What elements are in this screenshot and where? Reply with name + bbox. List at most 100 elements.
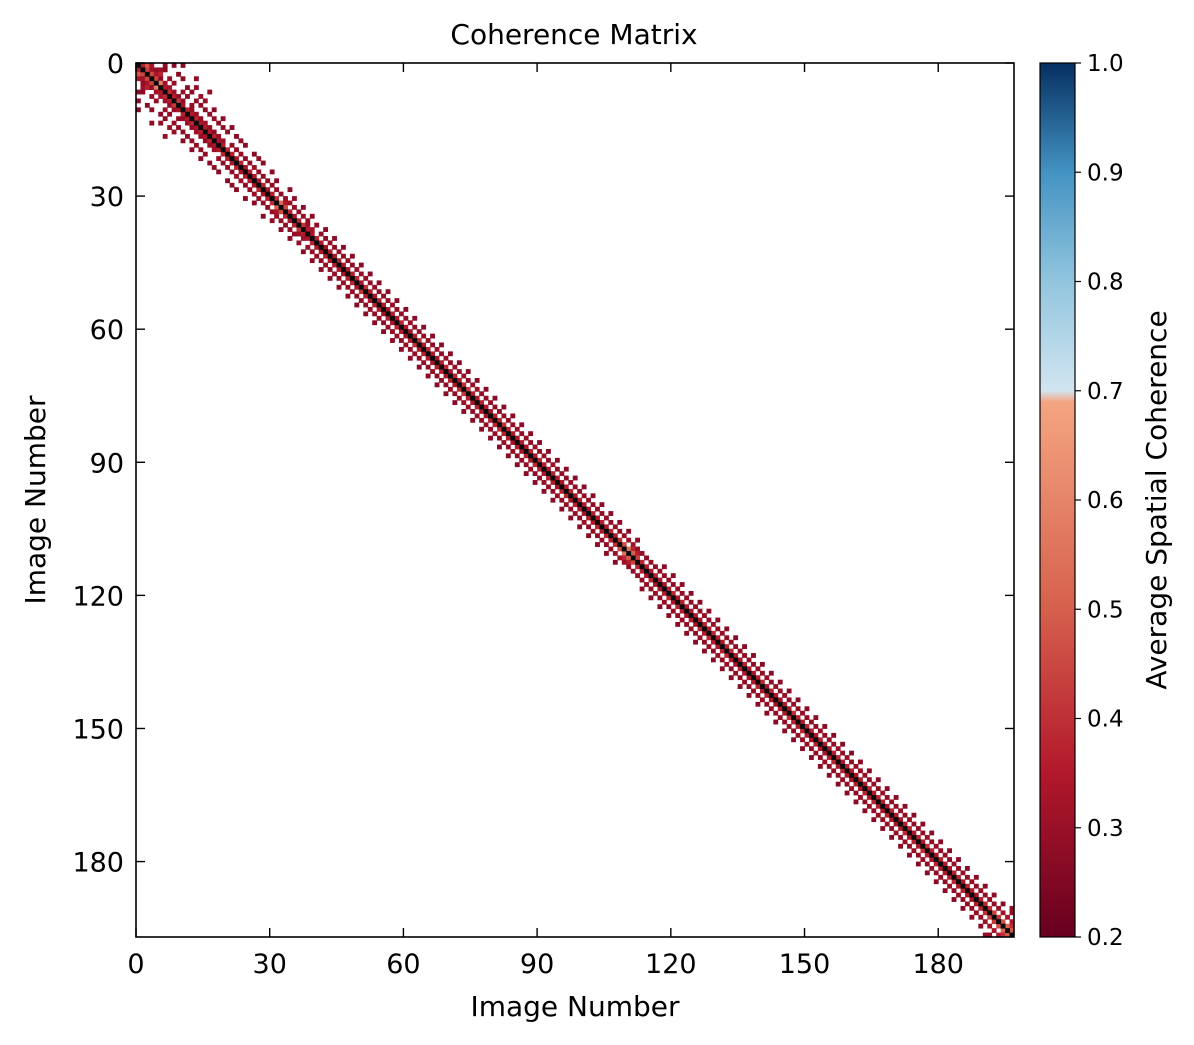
heatmap-cell [657, 568, 663, 574]
heatmap-cell [211, 133, 217, 139]
heatmap-cell [648, 586, 654, 592]
heatmap-cell [189, 138, 195, 144]
diagonal-cell [403, 329, 409, 335]
diagonal-cell [247, 173, 253, 179]
heatmap-cell [354, 284, 360, 290]
diagonal-cell [742, 666, 747, 672]
diagonal-cell [835, 759, 841, 765]
heatmap-cell [283, 213, 288, 219]
heatmap-cell [777, 688, 783, 694]
heatmap-cell [376, 315, 382, 321]
heatmap-cell [742, 679, 747, 685]
heatmap-cell [452, 382, 458, 388]
heatmap-cell [550, 480, 556, 485]
heatmap-cell [679, 599, 685, 605]
heatmap-cell [349, 280, 355, 286]
heatmap-cell [630, 551, 636, 556]
heatmap-cell [323, 236, 329, 241]
heatmap-cell [461, 382, 467, 388]
heatmap-cell [920, 848, 926, 854]
y-tick-label: 60 [90, 315, 124, 346]
diagonal-cell [893, 817, 899, 823]
heatmap-cell [461, 391, 467, 397]
diagonal-cell [1005, 928, 1010, 933]
heatmap-cell [376, 280, 382, 286]
heatmap-cell [608, 546, 614, 552]
heatmap-cell [541, 488, 547, 494]
diagonal-cell [875, 799, 881, 805]
heatmap-cell [1000, 919, 1006, 925]
heatmap-cell [376, 298, 382, 303]
heatmap-cell [176, 125, 181, 130]
heatmap-cell [296, 209, 302, 215]
diagonal-cell [234, 160, 239, 166]
heatmap-cell [804, 715, 810, 721]
heatmap-cell [947, 866, 953, 871]
diagonal-cell [581, 506, 587, 512]
diagonal-cell [964, 888, 970, 894]
diagonal-cell [501, 426, 507, 432]
heatmap-cell [336, 284, 342, 290]
heatmap-cell [755, 684, 761, 689]
heatmap-cell [162, 94, 168, 99]
heatmap-cell [372, 284, 378, 290]
heatmap-cell [710, 639, 716, 645]
heatmap-cell [220, 138, 226, 144]
heatmap-cell [251, 182, 257, 188]
diagonal-cell [162, 89, 168, 95]
heatmap-cell [318, 240, 324, 246]
heatmap-cell [849, 768, 854, 774]
heatmap-cell [982, 892, 988, 898]
heatmap-cell [519, 457, 525, 463]
heatmap-cell [737, 648, 743, 654]
heatmap-cell [474, 395, 480, 401]
colorbar-tick-label: 0.8 [1087, 270, 1124, 296]
x-tick-label: 60 [386, 949, 420, 980]
heatmap-cell [341, 280, 346, 286]
heatmap-cell [439, 342, 444, 348]
heatmap-cell [532, 462, 538, 468]
diagonal-cell [153, 80, 159, 86]
heatmap-cell [278, 227, 284, 232]
heatmap-cell [866, 803, 872, 809]
heatmap-cell [978, 914, 984, 920]
heatmap-cell [871, 790, 877, 796]
heatmap-cell [153, 67, 159, 73]
heatmap-cell [265, 204, 271, 210]
heatmap-cell [719, 648, 725, 654]
heatmap-cell [630, 568, 636, 574]
heatmap-cell [666, 604, 672, 610]
diagonal-cell [225, 151, 230, 157]
heatmap-cell [296, 231, 302, 237]
heatmap-cell [951, 897, 957, 902]
heatmap-cell [982, 932, 988, 938]
heatmap-cell [202, 133, 208, 139]
heatmap-cell [265, 178, 271, 184]
diagonal-cell [421, 346, 427, 352]
heatmap-cell [367, 298, 373, 303]
heatmap-cell [390, 320, 395, 326]
heatmap-cell [920, 839, 926, 845]
diagonal-cell [443, 369, 449, 374]
heatmap-cell [670, 582, 676, 587]
heatmap-cell [385, 324, 391, 330]
diagonal-cell [425, 351, 431, 357]
heatmap-cell [483, 404, 489, 410]
heatmap-cell [786, 697, 792, 703]
heatmap-cell [421, 342, 427, 348]
heatmap-cell [269, 169, 275, 175]
diagonal-cell [492, 417, 498, 423]
heatmap-cell [456, 377, 462, 383]
diagonal-cell [510, 435, 516, 441]
heatmap-cell [768, 679, 774, 685]
heatmap-cell [782, 728, 788, 734]
heatmap-cell [140, 85, 146, 91]
heatmap-cell [933, 870, 939, 876]
heatmap-cell [501, 404, 507, 410]
heatmap-cell [136, 107, 141, 113]
diagonal-cell [938, 861, 944, 867]
heatmap-cell [773, 692, 779, 698]
heatmap-cell [385, 307, 391, 312]
heatmap-cell [158, 80, 164, 86]
diagonal-cell [889, 812, 895, 818]
